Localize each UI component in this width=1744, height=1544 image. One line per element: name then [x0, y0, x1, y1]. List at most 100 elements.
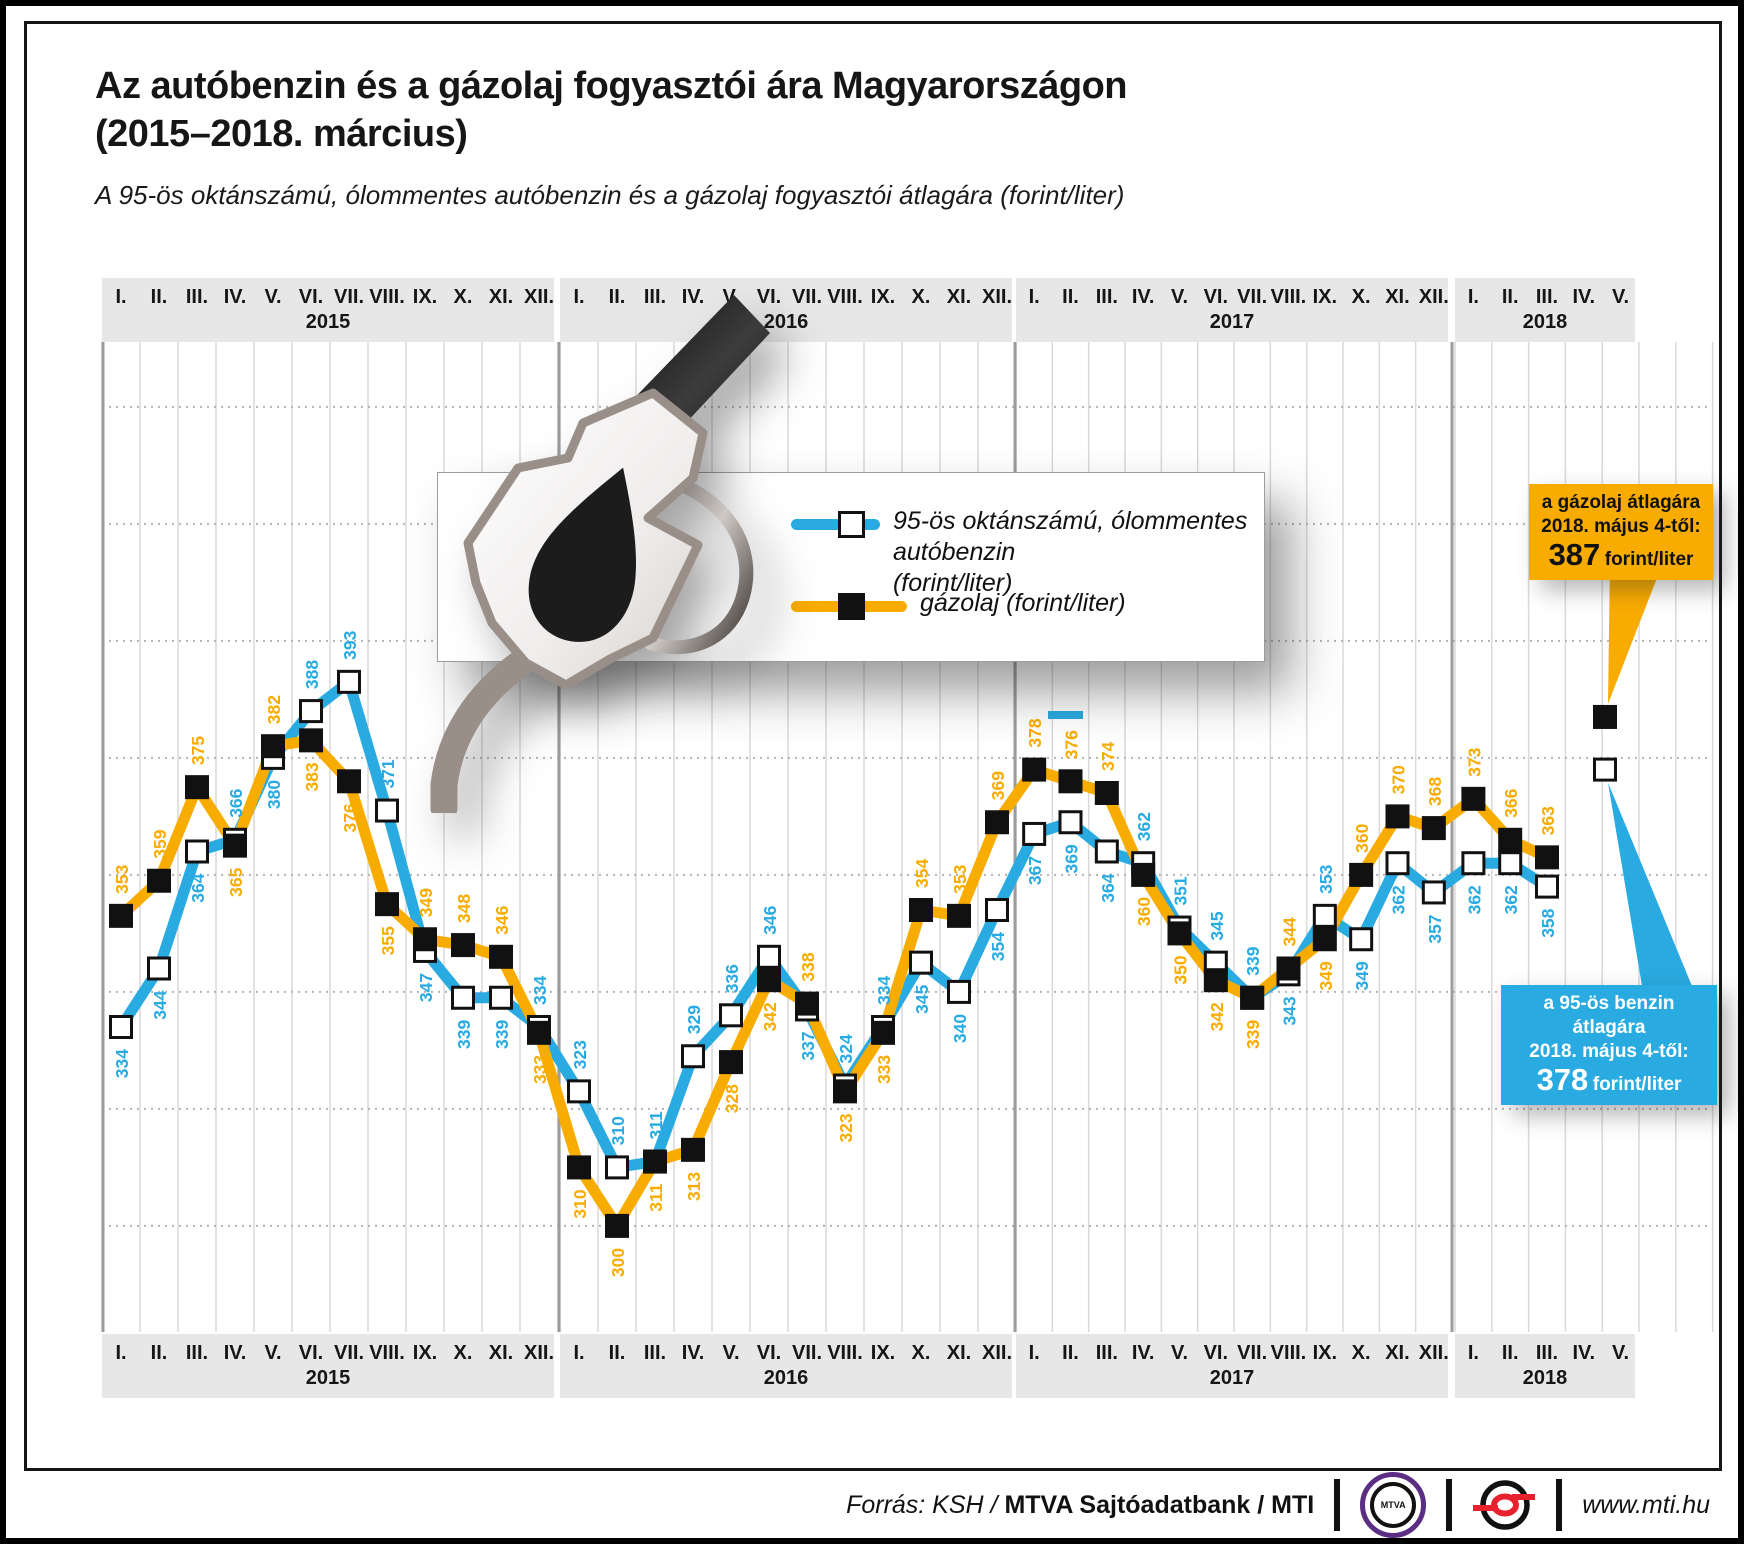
petrol-callout: a 95-ös benzin átlagára 2018. május 4-tő…: [1501, 985, 1717, 1105]
month-tick: II.: [608, 1342, 626, 1364]
year-panel-2015: I. II. III. IV. V. VI. VII. VIII. IX. X. XI. XII. 20…: [102, 1334, 554, 1398]
mtva-logo-text: MTVA: [1370, 1482, 1417, 1528]
year-label: 2015: [305, 1367, 351, 1389]
month-tick: XII.: [1418, 286, 1449, 308]
month-tick: IV.: [681, 286, 705, 308]
month-tick: I.: [573, 286, 585, 308]
month-tick: IX.: [412, 286, 438, 308]
year-panel-2017: I. II. III. IV. V. VI. VII. VIII. IX. X. XI. XII. 20…: [1016, 1334, 1449, 1398]
diesel-marker: [947, 903, 971, 928]
month-tick: III.: [1535, 286, 1559, 308]
value-label: 369: [988, 771, 1008, 800]
month-tick: XI.: [1385, 286, 1410, 308]
month-tick: XI.: [946, 1342, 972, 1364]
year-label: 2017: [1209, 1367, 1255, 1389]
month-tick: VII.: [1237, 1342, 1268, 1364]
diesel-marker: [147, 868, 171, 893]
value-label: 311: [646, 1183, 666, 1211]
month-tick: IV.: [681, 1342, 705, 1364]
month-tick: VIII.: [827, 1342, 863, 1364]
fuel-nozzle-illustration: [430, 295, 770, 813]
month-tick: VIII.: [1270, 1342, 1307, 1364]
month-tick: I.: [1028, 1342, 1040, 1364]
diesel-marker: [1058, 769, 1083, 794]
month-tick: IV.: [1572, 1342, 1596, 1364]
value-label: 349: [1352, 961, 1372, 990]
value-label: 329: [684, 1005, 704, 1034]
year-panel-2015: I. II. III. IV. V. VI. VII. VIII. IX. X. XI. XII. 20…: [102, 278, 554, 342]
petrol-marker: [605, 1155, 629, 1180]
petrol-marker: [185, 839, 209, 864]
value-label: 362: [1501, 885, 1521, 914]
month-tick: III.: [1095, 1342, 1118, 1364]
month-tick: X.: [911, 286, 931, 308]
footer-divider: [1334, 1479, 1341, 1531]
petrol-marker: [909, 950, 933, 975]
month-tick: VII.: [791, 1342, 822, 1364]
value-label: 311: [646, 1111, 666, 1139]
value-label: 342: [1207, 1002, 1227, 1031]
month-tick: IX.: [412, 1342, 438, 1364]
value-label: 351: [1170, 876, 1190, 905]
year-panel-2018: I. II. III. IV. V. 2018: [1455, 1334, 1635, 1398]
diesel-line-swatch-icon: [791, 593, 907, 620]
page-subtitle: A 95-ös oktánszámú, ólommentes autóbenzi…: [95, 180, 1125, 210]
month-tick: I.: [1467, 286, 1479, 308]
diesel-marker: [1094, 781, 1119, 805]
petrol-marker: [1312, 903, 1337, 928]
month-tick: III.: [1535, 1342, 1559, 1364]
value-label: 354: [912, 859, 932, 888]
petrol-marker: [947, 979, 971, 1004]
value-label: 370: [1388, 765, 1408, 794]
month-tick: III.: [185, 1342, 209, 1364]
value-label: 376: [340, 803, 360, 832]
value-label: 339: [1243, 946, 1263, 975]
month-tick: VI.: [298, 286, 324, 308]
month-tick: IX.: [870, 286, 896, 308]
month-tick: V.: [264, 1342, 282, 1364]
value-label: 323: [836, 1113, 856, 1142]
value-label: 383: [302, 762, 322, 791]
diesel-marker: [223, 833, 247, 858]
diesel-marker: [1131, 862, 1156, 887]
value-label: 364: [1098, 873, 1118, 902]
diesel-marker: [1167, 921, 1192, 946]
value-label: 373: [1464, 747, 1484, 776]
source-credit-bold: MTVA Sajtóadatbank / MTI: [1004, 1490, 1315, 1519]
legend-diesel-label: gázolaj (forint/liter): [920, 588, 1126, 619]
year-label: 2017: [1209, 311, 1255, 333]
month-tick: II.: [150, 286, 168, 308]
diesel-marker: [375, 892, 399, 917]
value-label: 368: [1425, 777, 1445, 806]
petrol-callout-line1: a 95-ös benzin átlagára: [1543, 993, 1675, 1038]
diesel-marker: [489, 944, 513, 969]
month-tick: X.: [1351, 1342, 1371, 1364]
diesel-marker: [185, 775, 209, 800]
diesel-marker: [299, 728, 323, 753]
year-label: 2015: [305, 311, 351, 333]
diesel-callout-unit: forint/liter: [1604, 549, 1694, 570]
diesel-marker: [1349, 862, 1374, 887]
diesel-callout-pointer: [1608, 560, 1664, 704]
month-tick: X.: [453, 1342, 473, 1364]
petrol-marker: [719, 1003, 743, 1028]
month-tick: V.: [264, 286, 282, 308]
value-label: 340: [950, 1014, 970, 1043]
fuel-drop-icon: [528, 467, 636, 642]
month-tick: XII.: [523, 1342, 554, 1364]
petrol-marker: [147, 956, 171, 981]
month-tick: IV.: [1572, 286, 1596, 308]
month-tick: VI.: [756, 286, 782, 308]
year-label: 2018: [1522, 1367, 1568, 1389]
legend-item-diesel: gázolaj (forint/liter): [438, 588, 1126, 620]
diesel-callout: a gázolaj átlagára 2018. május 4-től: 38…: [1529, 484, 1713, 580]
diesel-marker: [1240, 985, 1265, 1010]
petrol-marker: [1022, 821, 1047, 846]
value-label: 359: [150, 829, 170, 858]
month-tick: II.: [1501, 286, 1519, 308]
value-label: 346: [760, 905, 780, 934]
page-title-line1: Az autóbenzin és a gázolaj fogyasztói ár…: [95, 65, 1128, 107]
value-label: 345: [1207, 911, 1227, 940]
diesel-marker: [757, 968, 781, 993]
